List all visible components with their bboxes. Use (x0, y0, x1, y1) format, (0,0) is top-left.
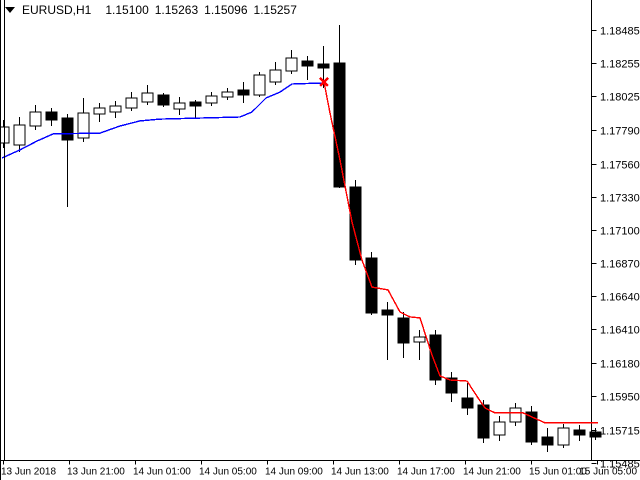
bear-candle-body (525, 411, 538, 443)
time-axis-label: 14 Jun 01:00 (133, 467, 191, 478)
bear-candle-body (189, 101, 202, 107)
bull-candle-body (413, 336, 426, 343)
bear-candle-body (461, 397, 474, 409)
price-axis-label: 1.18025 (600, 92, 640, 104)
bull-candle-body (125, 97, 138, 109)
price-axis-label: 1.18255 (600, 59, 640, 71)
open-value: 1.15100 (105, 3, 149, 17)
bull-candle-body (285, 57, 298, 72)
bear-candle-body (237, 89, 250, 96)
symbol-timeframe-label: EURUSD,H1 (22, 3, 92, 17)
close-value: 1.15257 (253, 3, 297, 17)
bull-candle-body (205, 95, 218, 104)
bull-candle-body (141, 92, 154, 103)
time-axis-label: 14 Jun 05:00 (199, 467, 257, 478)
ma-red-line (323, 81, 598, 424)
time-axis-label: 14 Jun 13:00 (331, 467, 389, 478)
bear-candle-body (157, 94, 170, 106)
price-axis-label: 1.16180 (600, 359, 640, 371)
bull-candle-body (557, 427, 570, 446)
price-axis-label: 1.15950 (600, 392, 640, 404)
price-axis-label: 1.16640 (600, 292, 640, 304)
bear-candle-body (45, 111, 58, 121)
time-axis-label: 14 Jun 17:00 (397, 467, 455, 478)
sell-signal-cross-icon (319, 77, 329, 87)
bull-candle-body (493, 421, 506, 436)
bear-candle-body (317, 63, 330, 69)
price-axis-label: 1.16870 (600, 259, 640, 271)
bull-candle-body (509, 407, 522, 423)
price-axis-label: 1.17790 (600, 126, 640, 138)
high-value: 1.15263 (154, 3, 199, 17)
price-axis-label: 1.16410 (600, 325, 640, 337)
bear-candle-body (573, 429, 586, 436)
bear-candle-body (541, 436, 554, 446)
bear-candle-body (333, 62, 346, 188)
bear-candle-body (429, 334, 442, 381)
bull-candle-body (221, 91, 234, 98)
time-axis-label: 15 Jun 01:00 (529, 467, 587, 478)
bear-candle-body (349, 186, 362, 261)
bull-candle-body (109, 105, 122, 113)
ma-blue-line (1, 81, 325, 159)
time-axis-label: 14 Jun 09:00 (265, 467, 323, 478)
time-axis-label: 13 Jun 21:00 (67, 467, 125, 478)
bull-candle-body (173, 102, 186, 110)
low-value: 1.15096 (204, 3, 248, 17)
price-axis-label: 1.17100 (600, 226, 640, 238)
bear-candle-body (445, 377, 458, 394)
price-axis-label: 1.15715 (600, 426, 640, 438)
price-axis-label: 1.18485 (600, 26, 640, 38)
bull-candle-body (77, 112, 90, 139)
bear-candle-body (397, 317, 410, 344)
bull-candle-body (13, 124, 26, 146)
ohlc-info-bar: EURUSD,H1 1.15100 1.15263 1.15096 1.1525… (5, 3, 303, 17)
bear-candle-body (301, 60, 314, 67)
bear-candle-body (61, 117, 74, 141)
bull-candle-body (253, 74, 266, 96)
price-axis-label: 1.15485 (600, 459, 640, 471)
bull-candle-body (29, 111, 42, 127)
bull-candle-body (269, 69, 282, 83)
bear-candle-body (589, 431, 602, 438)
one-click-trading-toggle-icon[interactable] (5, 7, 15, 13)
time-axis-label: 13 Jun 2018 (1, 467, 56, 478)
time-axis-label: 14 Jun 21:00 (463, 467, 521, 478)
price-axis-label: 1.17330 (600, 193, 640, 205)
bear-candle-body (381, 309, 394, 316)
bear-candle-body (477, 404, 490, 439)
price-axis-label: 1.17560 (600, 160, 640, 172)
time-axis-label: 15 Jun 05:00 (579, 467, 637, 478)
bull-candle-body (93, 107, 106, 115)
